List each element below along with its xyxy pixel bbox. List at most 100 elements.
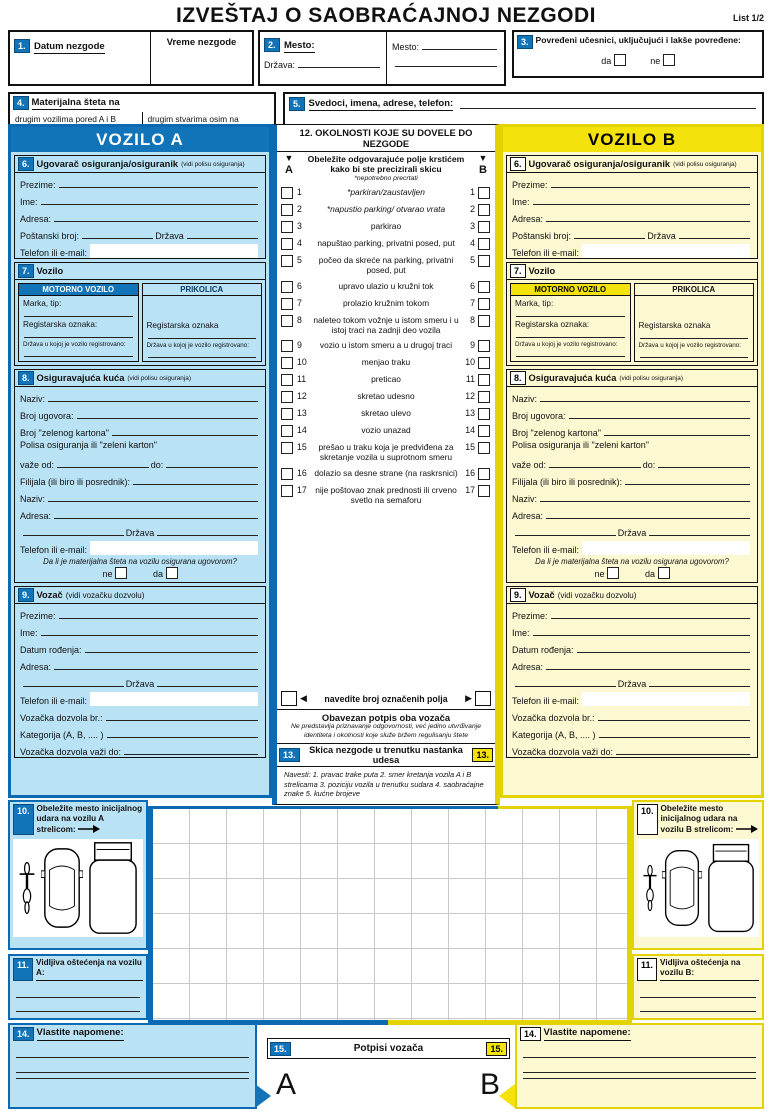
total-checkbox-b[interactable]: [475, 691, 491, 707]
q-da-checkbox-b[interactable]: [657, 567, 670, 579]
rodjenja-field-a[interactable]: [84, 642, 258, 653]
filijala-field-a[interactable]: [133, 474, 258, 485]
adresa-field-a8[interactable]: [54, 508, 258, 519]
ugovor-field-a[interactable]: [76, 408, 258, 419]
naziv2-field-b[interactable]: [540, 491, 750, 502]
circumstance-checkbox-b[interactable]: [478, 221, 490, 234]
reg-field-b[interactable]: [516, 329, 625, 338]
circumstance-checkbox-a[interactable]: [281, 255, 293, 268]
ugovor-field-b[interactable]: [568, 408, 750, 419]
kategorija-field-a[interactable]: [106, 727, 258, 738]
notes-line-a1[interactable]: [16, 1043, 249, 1058]
circumstance-checkbox-b[interactable]: [478, 187, 490, 200]
q-ne-checkbox-a[interactable]: [115, 567, 127, 579]
zeleni-field-a[interactable]: [111, 425, 258, 436]
circumstance-checkbox-a[interactable]: [281, 340, 293, 353]
total-checkbox-a[interactable]: [281, 691, 297, 707]
notes-line-a3[interactable]: [16, 1077, 249, 1079]
drzava-field-a8[interactable]: [157, 525, 259, 536]
trailer-country-field-b[interactable]: [639, 349, 748, 358]
circumstance-checkbox-a[interactable]: [281, 221, 293, 234]
circumstance-checkbox-a[interactable]: [281, 187, 293, 200]
telefon-input-a6[interactable]: [90, 244, 258, 258]
circumstance-checkbox-b[interactable]: [478, 442, 490, 455]
vazi-field-b[interactable]: [616, 744, 750, 755]
trailer-country-field-a[interactable]: [147, 349, 256, 358]
prezime-field-a9[interactable]: [58, 608, 258, 619]
adresa-field-b9b[interactable]: [515, 676, 616, 687]
adresa-field-a8b[interactable]: [23, 525, 124, 536]
naziv-field-a[interactable]: [48, 391, 258, 402]
reg-country-field-b[interactable]: [516, 348, 625, 357]
circumstance-checkbox-a[interactable]: [281, 442, 293, 455]
circumstance-checkbox-a[interactable]: [281, 297, 293, 310]
injured-da-checkbox[interactable]: [613, 54, 626, 66]
dozvola-field-a[interactable]: [105, 710, 258, 721]
trailer-reg-field-a[interactable]: [147, 330, 256, 339]
adresa-field-a6[interactable]: [54, 211, 258, 222]
q-da-checkbox-a[interactable]: [165, 567, 178, 579]
telefon-input-b8[interactable]: [582, 541, 750, 555]
notes-line-a2[interactable]: [16, 1062, 249, 1073]
zeleni-field-b[interactable]: [603, 425, 750, 436]
od-field-b[interactable]: [549, 457, 641, 468]
notes-line-b1[interactable]: [523, 1043, 756, 1058]
circumstance-checkbox-b[interactable]: [478, 280, 490, 293]
damage-line-b2[interactable]: [640, 1001, 756, 1012]
ime-field-b9[interactable]: [532, 625, 750, 636]
circumstance-checkbox-b[interactable]: [478, 374, 490, 387]
drzava-field-a9[interactable]: [157, 676, 259, 687]
adresa-field-a9[interactable]: [54, 659, 258, 670]
sketch-grid[interactable]: [153, 809, 627, 1020]
telefon-input-b9[interactable]: [582, 692, 750, 706]
postanski-field-a[interactable]: [82, 228, 154, 239]
mesto2-field-2[interactable]: [395, 56, 497, 67]
vazi-field-a[interactable]: [124, 744, 258, 755]
drzava-field-b6[interactable]: [678, 228, 751, 239]
notes-line-b3[interactable]: [523, 1077, 756, 1079]
trailer-reg-field-b[interactable]: [639, 330, 748, 339]
injured-ne-checkbox[interactable]: [662, 54, 675, 66]
telefon-input-a8[interactable]: [90, 541, 258, 555]
naziv-field-b[interactable]: [540, 391, 750, 402]
adresa-field-b6[interactable]: [546, 211, 750, 222]
drzava-field[interactable]: [298, 57, 380, 68]
circumstance-checkbox-b[interactable]: [478, 204, 490, 217]
circumstance-checkbox-b[interactable]: [478, 238, 490, 251]
prezime-field-a6[interactable]: [58, 177, 258, 188]
filijala-field-b[interactable]: [625, 474, 750, 485]
circumstance-checkbox-a[interactable]: [281, 238, 293, 251]
circumstance-checkbox-b[interactable]: [478, 484, 490, 497]
damage-line-a1[interactable]: [16, 983, 140, 998]
circumstance-checkbox-b[interactable]: [478, 408, 490, 421]
drzava-field-b8[interactable]: [649, 525, 751, 536]
prezime-field-b6[interactable]: [550, 177, 750, 188]
kategorija-field-b[interactable]: [598, 727, 750, 738]
drzava-field-b9[interactable]: [649, 676, 751, 687]
notes-line-b2[interactable]: [523, 1062, 756, 1073]
naziv2-field-a[interactable]: [48, 491, 258, 502]
marka-field-a[interactable]: [24, 308, 133, 317]
circumstance-checkbox-b[interactable]: [478, 340, 490, 353]
drzava-field-a6[interactable]: [186, 228, 259, 239]
witnesses-field-1[interactable]: [460, 98, 756, 109]
impact-diagram-b[interactable]: [637, 838, 759, 937]
circumstance-checkbox-b[interactable]: [478, 297, 490, 310]
do-field-a[interactable]: [166, 457, 259, 468]
circumstance-checkbox-b[interactable]: [478, 255, 490, 268]
telefon-input-b6[interactable]: [582, 244, 750, 258]
circumstance-checkbox-b[interactable]: [478, 357, 490, 370]
reg-country-field-a[interactable]: [24, 348, 133, 357]
ime-field-b6[interactable]: [532, 194, 750, 205]
do-field-b[interactable]: [658, 457, 751, 468]
adresa-field-b8[interactable]: [546, 508, 750, 519]
impact-diagram-a[interactable]: [13, 838, 143, 937]
adresa-field-b8b[interactable]: [515, 525, 616, 536]
adresa-field-b9[interactable]: [546, 659, 750, 670]
marka-field-b[interactable]: [516, 308, 625, 317]
circumstance-checkbox-a[interactable]: [281, 408, 293, 421]
damage-line-b1[interactable]: [640, 983, 756, 998]
dozvola-field-b[interactable]: [597, 710, 750, 721]
ime-field-a6[interactable]: [40, 194, 258, 205]
circumstance-checkbox-b[interactable]: [478, 314, 490, 327]
